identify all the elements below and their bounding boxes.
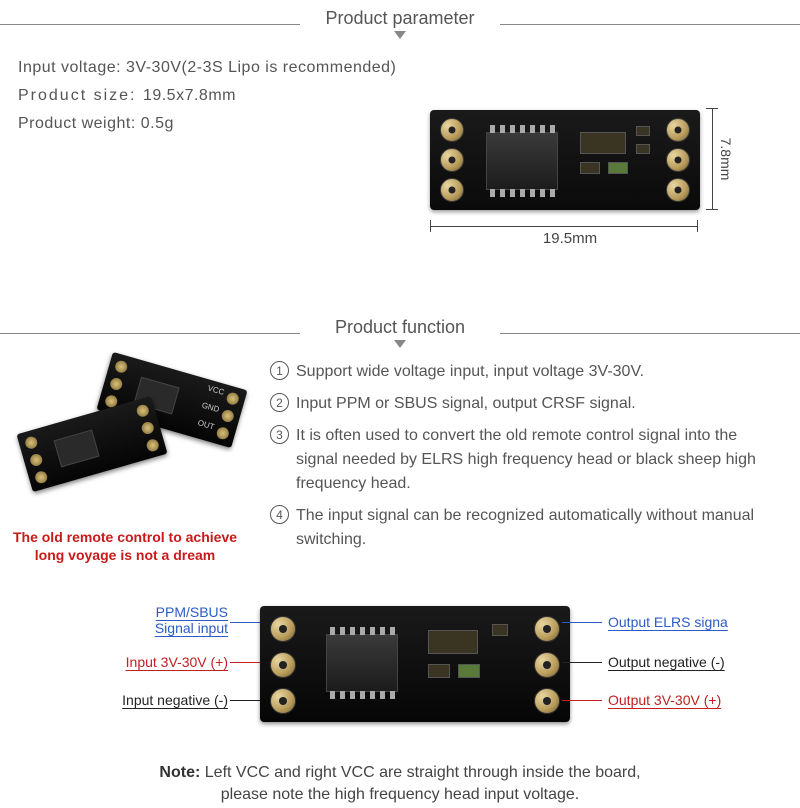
wire-label-vin-pos: Input 3V-30V (+) xyxy=(18,654,228,670)
divider-left xyxy=(0,333,300,334)
solder-pad-icon xyxy=(270,688,296,714)
param-label: Input voltage: xyxy=(18,59,121,76)
section-header-function: Product function xyxy=(0,317,800,348)
solder-pad-icon xyxy=(534,688,560,714)
caption-line: The old remote control to achieve xyxy=(13,529,237,545)
param-size: Product size: 19.5x7.8mm xyxy=(18,87,782,105)
param-label: Product size: xyxy=(18,87,136,104)
function-list: 1 Support wide voltage input, input volt… xyxy=(270,354,788,552)
note-line: please note the high frequency head inpu… xyxy=(221,786,580,803)
dimension-label: 7.8mm xyxy=(718,138,734,181)
divider-right xyxy=(500,24,800,25)
function-item: 4 The input signal can be recognized aut… xyxy=(270,504,770,552)
ic-chip-icon xyxy=(326,634,398,692)
function-text: The input signal can be recognized autom… xyxy=(296,507,754,548)
param-value: 3V-30V(2-3S Lipo is recommended) xyxy=(126,59,396,76)
number-badge-icon: 1 xyxy=(270,361,289,380)
number-badge-icon: 2 xyxy=(270,393,289,412)
solder-pad-icon xyxy=(440,118,464,142)
caption-line: long voyage is not a dream xyxy=(35,547,216,563)
divider-right xyxy=(500,333,800,334)
solder-pad-icon xyxy=(270,616,296,642)
smd-component-icon xyxy=(636,144,650,154)
label-text: Input negative (-) xyxy=(122,692,228,708)
note-bold: Note: xyxy=(159,764,200,781)
note-text: Note: Left VCC and right VCC are straigh… xyxy=(0,762,800,807)
solder-pad-icon xyxy=(270,652,296,678)
solder-pad-icon xyxy=(440,178,464,202)
label-text: Output negative (-) xyxy=(608,654,725,670)
wire-label-vout-neg: Output negative (-) xyxy=(608,654,725,670)
dimension-vertical: 7.8mm xyxy=(706,108,746,210)
label-text: Input 3V-30V (+) xyxy=(126,654,228,670)
section-header-parameter: Product parameter xyxy=(0,8,800,39)
chevron-down-icon xyxy=(394,31,406,39)
pcb-graphic xyxy=(430,110,700,210)
wire-label-vin-neg: Input negative (-) xyxy=(18,692,228,708)
function-item: 3 It is often used to convert the old re… xyxy=(270,424,770,496)
smd-component-icon xyxy=(580,132,626,154)
dimension-horizontal: 19.5mm xyxy=(430,216,710,242)
smd-component-icon xyxy=(458,664,480,678)
label-text: PPM/SBUS xyxy=(18,604,228,620)
image-caption: The old remote control to achieve long v… xyxy=(0,528,250,564)
chevron-down-icon xyxy=(394,340,406,348)
smd-component-icon xyxy=(636,126,650,136)
leader-line-icon xyxy=(562,700,602,701)
divider-left xyxy=(0,24,300,25)
wire-label-vout-pos: Output 3V-30V (+) xyxy=(608,692,721,708)
smd-component-icon xyxy=(492,624,508,636)
wire-label-signal-in: PPM/SBUS Signal input xyxy=(18,604,228,636)
smd-component-icon xyxy=(428,630,478,654)
label-text: Signal input xyxy=(18,620,228,636)
mini-pcb-graphic xyxy=(16,396,167,492)
leader-line-icon xyxy=(562,622,602,623)
function-section: VCC GND OUT The old remote control to ac… xyxy=(0,352,800,592)
board-image-top xyxy=(430,110,720,230)
smd-component-icon xyxy=(428,664,450,678)
param-voltage: Input voltage: 3V-30V(2-3S Lipo is recom… xyxy=(18,59,782,77)
ic-chip-icon xyxy=(486,132,558,190)
smd-component-icon xyxy=(580,162,600,174)
number-badge-icon: 4 xyxy=(270,505,289,524)
leader-line-icon xyxy=(562,662,602,663)
label-text: Output 3V-30V (+) xyxy=(608,692,721,708)
solder-pad-icon xyxy=(534,616,560,642)
function-item: 1 Support wide voltage input, input volt… xyxy=(270,360,770,384)
solder-pad-icon xyxy=(666,178,690,202)
param-value: 19.5x7.8mm xyxy=(143,87,236,104)
solder-pad-icon xyxy=(534,652,560,678)
function-text: It is often used to convert the old remo… xyxy=(296,427,756,492)
solder-pad-icon xyxy=(666,118,690,142)
param-value: 0.5g xyxy=(141,115,174,132)
label-text: Output ELRS signa xyxy=(608,614,728,630)
function-text: Input PPM or SBUS signal, output CRSF si… xyxy=(296,395,636,412)
section-title: Product function xyxy=(325,317,475,338)
solder-pad-icon xyxy=(666,148,690,172)
pcb-graphic xyxy=(260,606,570,722)
function-text: Support wide voltage input, input voltag… xyxy=(296,363,644,380)
section-title: Product parameter xyxy=(315,8,484,29)
wiring-diagram: PPM/SBUS Signal input Input 3V-30V (+) I… xyxy=(0,600,800,760)
param-label: Product weight: xyxy=(18,115,136,132)
note-line: Left VCC and right VCC are straight thro… xyxy=(205,764,641,781)
wire-label-signal-out: Output ELRS signa xyxy=(608,614,728,630)
two-board-image: VCC GND OUT xyxy=(14,364,244,524)
dimension-label: 19.5mm xyxy=(543,230,597,247)
solder-pad-icon xyxy=(440,148,464,172)
function-item: 2 Input PPM or SBUS signal, output CRSF … xyxy=(270,392,770,416)
number-badge-icon: 3 xyxy=(270,425,289,444)
smd-component-icon xyxy=(608,162,628,174)
